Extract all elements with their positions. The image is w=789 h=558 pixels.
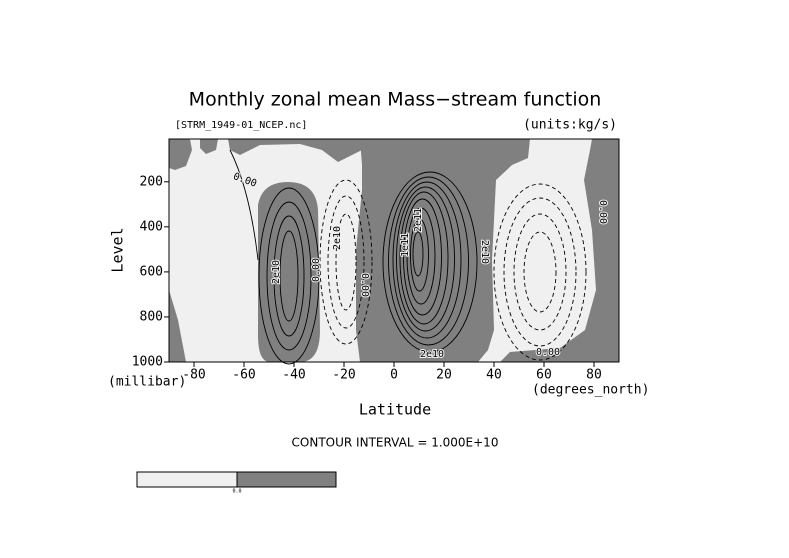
x-axis-label: Latitude (359, 401, 431, 419)
subtitle-left: [STRM_1949-01_NCEP.nc] (175, 120, 307, 131)
x-tick-label: 80 (586, 368, 602, 383)
contour-positive (396, 186, 455, 332)
contour-label: 0.00 (597, 200, 608, 224)
positive-region (169, 139, 192, 170)
contour-negative (327, 195, 365, 329)
x-tick-label: 40 (486, 368, 502, 383)
contour-positive (388, 176, 469, 346)
contour-label: 2e10 (332, 226, 343, 250)
positive-region (258, 182, 320, 362)
colorbar-label: 0.0 (232, 489, 241, 495)
colorbar-positive (236, 471, 337, 488)
positive-region (500, 139, 619, 362)
colorbar-negative (136, 471, 238, 488)
y-tick-label: 600 (140, 264, 163, 279)
contour-positive (392, 181, 462, 339)
y-tick-label: 400 (140, 219, 163, 234)
x-tick-label: -40 (282, 368, 305, 383)
y-tick-label: 200 (140, 174, 163, 189)
contour-negative (493, 183, 587, 361)
y-axis-label: Level (109, 227, 127, 272)
contour-positive (410, 218, 429, 292)
contour-positive (406, 207, 436, 305)
contour-positive (412, 231, 424, 277)
contour-label: 2e10 (479, 240, 490, 264)
contour-positive (279, 230, 299, 322)
contour-positive (266, 201, 312, 351)
contour-label: 0.00 (536, 347, 560, 358)
y-tick-label: 800 (140, 309, 163, 324)
contour-positive (403, 198, 442, 316)
positive-region (228, 139, 362, 162)
x-tick-label: 0 (390, 368, 398, 383)
subtitle-right: (units:kg/s) (523, 118, 617, 133)
contour-label: 2e11 (413, 208, 424, 232)
contour-label: 1e11 (400, 233, 411, 257)
contour-zero (229, 149, 259, 261)
contour-negative (503, 197, 577, 347)
contour-negative (523, 231, 557, 313)
chart-title: Monthly zonal mean Mass−stream function (189, 89, 602, 111)
contour-positive (399, 191, 449, 325)
contour-label: 0.00 (359, 273, 370, 297)
x-tick-label: 20 (436, 368, 452, 383)
x-tick-label: -80 (182, 368, 205, 383)
contour-positive (273, 215, 305, 337)
contour-label: 2e10 (420, 349, 444, 360)
x-tick-label: 60 (536, 368, 552, 383)
contour-positive (382, 171, 478, 353)
positive-region (169, 290, 186, 362)
positive-region (200, 139, 218, 154)
x-units: (degrees_north) (532, 383, 649, 398)
contour-negative (513, 213, 567, 331)
contour-label: 2e10 (271, 260, 282, 284)
contour-label: 0.00 (311, 258, 322, 282)
contour-interval: CONTOUR INTERVAL = 1.000E+10 (292, 436, 499, 450)
x-tick-label: -60 (232, 368, 255, 383)
contour-negative (335, 213, 357, 311)
y-tick-label: 1000 (132, 355, 163, 370)
x-tick-label: -20 (332, 368, 355, 383)
contour-negative (319, 179, 373, 345)
y-units: (millibar) (108, 375, 186, 390)
contour-positive (258, 187, 320, 365)
